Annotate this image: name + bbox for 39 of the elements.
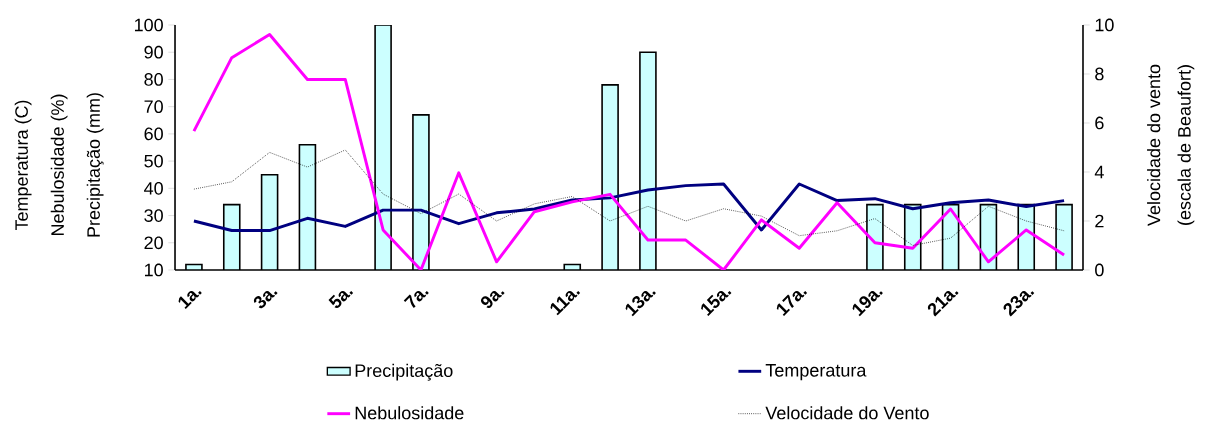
y2-tick-label: 4 [1094,165,1104,179]
legend-label: Temperatura [765,364,867,381]
y2-tick-label: 10 [1095,18,1114,32]
y-tick-label: 20 [144,236,163,250]
x-tick-label: 5a. [328,290,354,308]
x-tick-label: 7a. [403,290,429,308]
y-tick-label: 50 [144,154,163,168]
x-tick-label: 1a. [178,290,202,309]
legend-label: Nebulosidade [355,406,464,420]
legend-label: Precipitação [355,363,453,381]
y-tick-label: 60 [144,127,163,141]
text: Precipitação (mm) [86,93,104,237]
x-tick-label: 13a. [625,291,656,317]
y-tick-label: 30 [144,209,163,222]
x-tick-label: 21a. [927,291,959,317]
line-series [192,182,1066,232]
text: (escala de Beaufort) [1177,65,1195,225]
y2-tick-label: 6 [1095,116,1104,130]
x-tick-label: 19a. [852,291,883,317]
x-tick-label: 23a. [1003,291,1035,317]
x-tick-label: 9a. [480,291,505,309]
y2-tick-label: 0 [1095,263,1104,277]
x-tick-label: 11a. [550,290,581,316]
x-tick-label: 3a. [253,291,278,309]
line-series [192,33,1066,270]
y-tick-label: 100 [134,18,163,32]
y-tick-label: 80 [144,73,163,86]
y-tick-label: 90 [144,45,163,59]
y-tick-label: 70 [144,100,163,114]
text: Nebulosidade (%) [50,94,68,236]
y-tick-label: 40 [144,181,163,195]
text: Temperatura (C) [14,100,32,231]
y2-tick-label: 8 [1095,67,1104,81]
x-tick-label: 17a. [776,290,808,317]
legend-label: Velocidade do Vento [765,406,929,420]
text: Velocidade do vento [1147,64,1161,226]
x-tick-label: 15a. [701,290,732,317]
y2-tick-label: 2 [1095,214,1104,228]
y-tick-label: 10 [145,263,163,277]
